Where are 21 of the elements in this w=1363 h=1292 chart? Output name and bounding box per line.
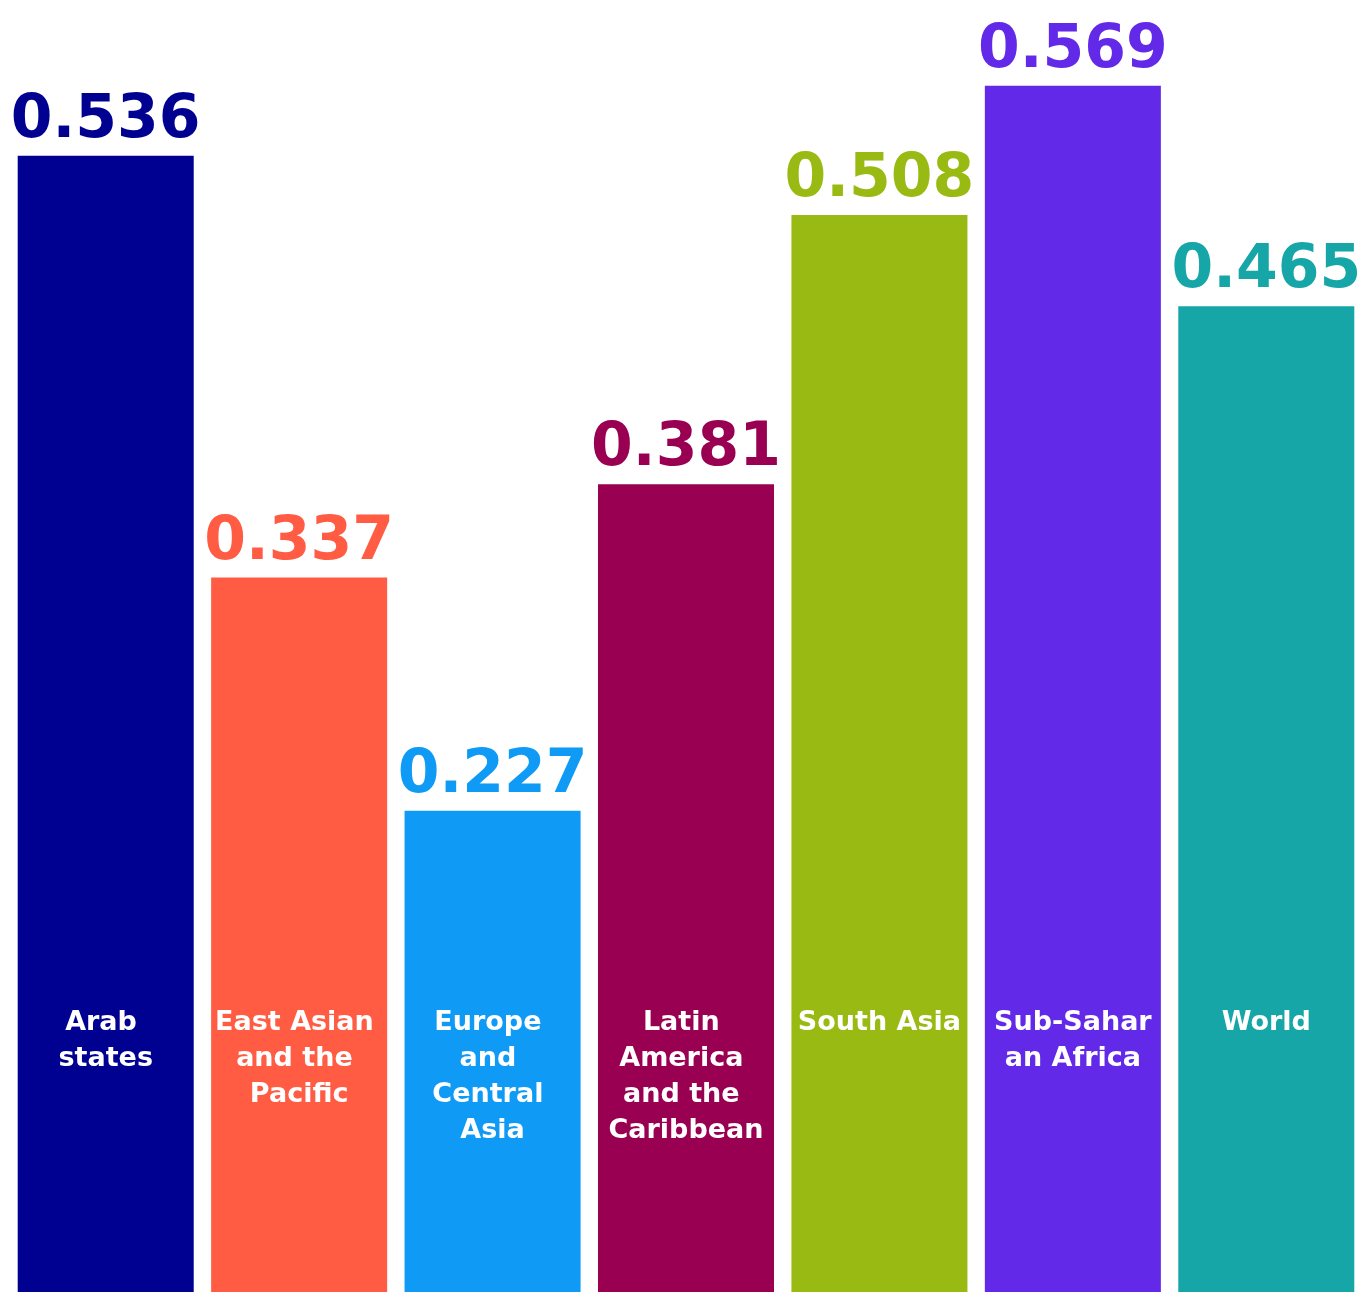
x-tick-label: Arab states — [58, 1004, 153, 1072]
data-label: 0.508 — [784, 140, 975, 211]
bar — [404, 810, 581, 1292]
x-tick-label: World — [1221, 1004, 1311, 1036]
bar — [597, 484, 775, 1292]
x-tick-label: Sub-Saharan Africa — [994, 1004, 1153, 1072]
data-label: 0.569 — [977, 10, 1168, 81]
data-label: 0.381 — [591, 409, 781, 480]
bar — [984, 85, 1161, 1292]
x-tick-label: East Asian and the Pacific — [215, 1004, 384, 1108]
bar — [211, 577, 388, 1292]
data-label: 0.227 — [397, 735, 588, 806]
x-tick-label: South Asia — [797, 1004, 962, 1036]
x-tick-label: Europe and Central Asia — [432, 1004, 553, 1144]
x-tick-label: Latin America and the Caribbean — [608, 1004, 764, 1144]
bar — [1178, 306, 1355, 1292]
data-label: 0.337 — [204, 502, 395, 573]
data-label: 0.536 — [10, 80, 201, 151]
bar — [791, 215, 968, 1292]
data-label: 0.465 — [1171, 231, 1362, 302]
bar — [17, 155, 194, 1292]
